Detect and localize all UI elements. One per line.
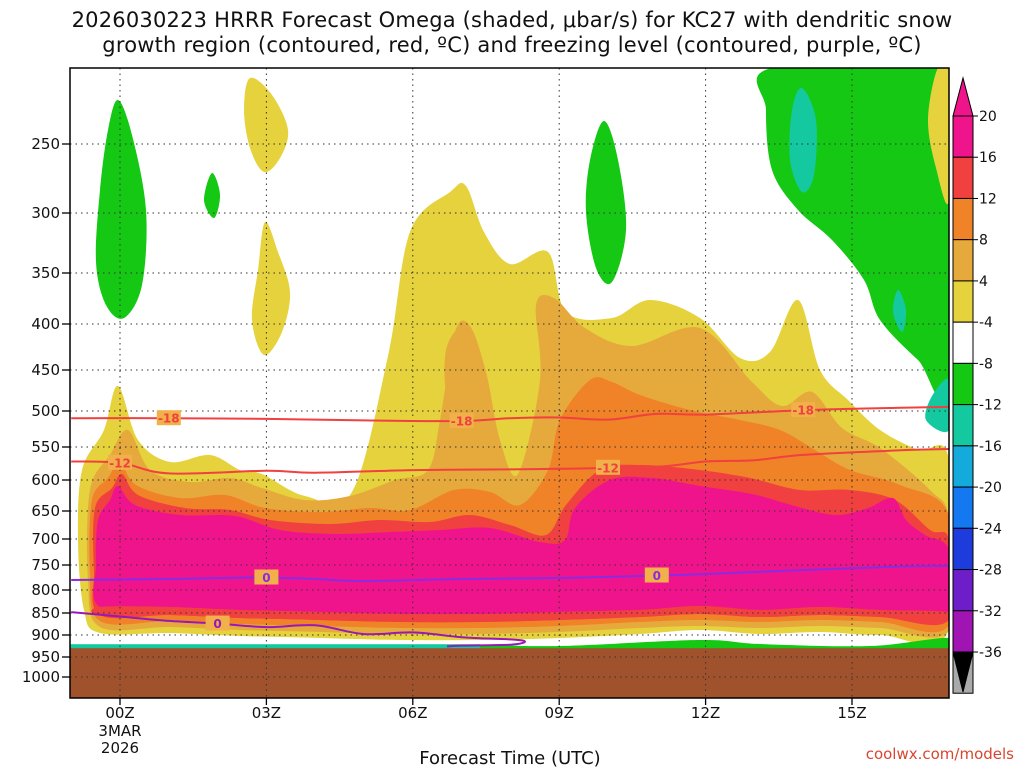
- colorbar-swatch-4: [952, 280, 974, 323]
- contours: -18 -18 -18 -12 -12 0 0 0: [71, 402, 949, 648]
- y-tick-label-600: 600: [31, 471, 60, 489]
- ground: [70, 648, 949, 698]
- x-tick-label-03Z: 03Z: [252, 704, 281, 722]
- y-tick-label-700: 700: [31, 530, 60, 548]
- contour-label-dgz-top-7: -18: [451, 415, 473, 429]
- y-tick-label-950: 950: [31, 648, 60, 666]
- x-tick-label-12Z: 12Z: [691, 704, 720, 722]
- x-tick-year: 2026: [101, 739, 139, 757]
- x-tick-label-06Z: 06Z: [398, 704, 427, 722]
- contour-label-dgz-top-14: -18: [792, 404, 814, 418]
- omega-region-5: [892, 289, 907, 333]
- omega-surface-teal: [70, 644, 480, 650]
- contour-label-bg-freezing-level-upper-3: [254, 569, 279, 585]
- contour-label-bg-dgz-top-14: [791, 402, 816, 418]
- colorbar-label-13: -36: [979, 645, 1002, 661]
- colorbar-label-12: -32: [979, 604, 1002, 620]
- contour-label-freezing-level-lower-2: 0: [213, 617, 221, 631]
- colorbar-label-8: -16: [979, 439, 1002, 455]
- colorbar-swatch-3: [952, 239, 974, 282]
- contour-freezing-level-upper: [71, 565, 949, 583]
- y-tick-label-300: 300: [31, 204, 60, 222]
- colorbar-label-4: 4: [979, 274, 988, 290]
- colorbar-label-11: -28: [979, 563, 1002, 579]
- contour-label-bg-dgz-top-7: [449, 413, 474, 429]
- colorbar-label-0: 20: [979, 109, 997, 125]
- contour-dgz-bottom: [71, 448, 949, 475]
- contour-label-dgz-top-1: -18: [158, 412, 180, 426]
- colorbar-swatch-8: [952, 445, 974, 488]
- colorbar-swatch-10: [952, 527, 974, 571]
- colorbar: 20 16 12 8 4 -4 -8 -12 -16 -20 -24 -28 -32 -36: [952, 76, 1002, 694]
- colorbar-label-7: -12: [979, 398, 1002, 414]
- y-tick-label-1000: 1000: [22, 668, 60, 686]
- contour-freezing-level-lower: [71, 611, 527, 648]
- colorbar-label-9: -20: [979, 480, 1002, 496]
- colorbar-swatch-6: [952, 362, 974, 406]
- omega-region-7: [244, 77, 289, 173]
- contour-label-freezing-level-upper-3: 0: [262, 571, 270, 585]
- y-tick-label-350: 350: [31, 264, 60, 282]
- y-tick-label-900: 900: [31, 626, 60, 644]
- contour-label-bg-dgz-top-1: [156, 410, 181, 426]
- contour-label-dgz-bottom-10: -12: [597, 461, 619, 475]
- y-tick-label-450: 450: [31, 361, 60, 379]
- x-tick-label-09Z: 09Z: [545, 704, 574, 722]
- chart-title-line1: 2026030223 HRRR Forecast Omega (shaded, …: [71, 8, 953, 32]
- contour-label-freezing-level-upper-11: 0: [653, 569, 661, 583]
- colorbar-label-10: -24: [979, 521, 1002, 537]
- omega-region-4: [789, 87, 817, 193]
- y-tick-label-800: 800: [31, 581, 60, 599]
- x-axis-title: Forecast Time (UTC): [419, 748, 600, 768]
- contour-label-bg-dgz-bottom-0: [108, 454, 132, 470]
- x-tick-label-15Z: 15Z: [837, 704, 866, 722]
- colorbar-swatch-2: [952, 197, 974, 241]
- y-tick-label-400: 400: [31, 315, 60, 333]
- contour-label-bg-dgz-bottom-10: [596, 459, 620, 475]
- omega-region-6: [925, 378, 949, 433]
- colorbar-label-3: 8: [979, 233, 988, 249]
- credit-link[interactable]: coolwx.com/models: [866, 745, 1014, 763]
- omega-field: [70, 68, 949, 654]
- x-tick-label-00Z: 00Z: [105, 704, 134, 722]
- colorbar-swatch-11: [952, 569, 974, 612]
- omega-region-16: [91, 606, 949, 623]
- y-axis: 250 300 350 400 450 500 550 600 650 700 750 800 850 9…: [22, 135, 70, 686]
- grid: [70, 68, 949, 698]
- omega-region-14: [93, 476, 949, 617]
- colorbar-swatch-1: [952, 156, 974, 199]
- colorbar-label-6: -8: [979, 356, 993, 372]
- colorbar-swatch-0: [952, 115, 974, 158]
- contour-label-dgz-bottom-0: -12: [109, 456, 131, 470]
- colorbar-bottom-arrow: [952, 651, 974, 693]
- omega-region-1: [203, 172, 221, 219]
- y-tick-label-650: 650: [31, 502, 60, 520]
- colorbar-swatch-5: [952, 321, 974, 364]
- contour-label-bg-freezing-level-lower-2: [205, 615, 230, 631]
- omega-region-9: [927, 68, 949, 205]
- colorbar-top-arrow: [952, 76, 974, 117]
- colorbar-swatch-9: [952, 486, 974, 529]
- contour-label-bg-freezing-level-upper-11: [644, 567, 669, 583]
- ground-layer: [70, 648, 949, 698]
- colorbar-swatch-7: [952, 404, 974, 447]
- omega-region-8: [251, 221, 291, 356]
- y-tick-label-250: 250: [31, 135, 60, 153]
- omega-region-2: [585, 121, 627, 285]
- y-tick-label-550: 550: [31, 438, 60, 456]
- omega-region-0: [95, 99, 147, 319]
- chart-title-line2: growth region (contoured, red, ºC) and f…: [102, 33, 922, 57]
- colorbar-label-1: 16: [979, 150, 997, 166]
- colorbar-label-5: -4: [979, 315, 993, 331]
- y-tick-label-850: 850: [31, 604, 60, 622]
- plot-frame: [69, 67, 950, 699]
- omega-region-15: [444, 327, 479, 418]
- colorbar-swatch-12: [952, 610, 974, 653]
- y-tick-label-750: 750: [31, 556, 60, 574]
- y-tick-label-500: 500: [31, 402, 60, 420]
- x-tick-date: 3MAR: [98, 722, 141, 740]
- colorbar-label-2: 12: [979, 191, 997, 207]
